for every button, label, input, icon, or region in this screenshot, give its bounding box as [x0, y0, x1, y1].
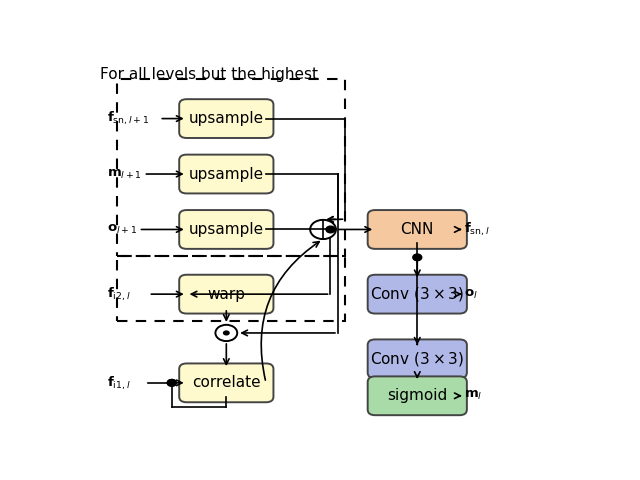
FancyBboxPatch shape: [179, 363, 273, 402]
Text: $\mathbf{f}_{\mathrm{i2},l}$: $\mathbf{f}_{\mathrm{i2},l}$: [108, 286, 131, 303]
FancyBboxPatch shape: [368, 376, 467, 415]
Text: upsample: upsample: [189, 167, 264, 181]
Circle shape: [223, 330, 230, 336]
Text: $\mathbf{o}_l$: $\mathbf{o}_l$: [465, 288, 478, 300]
Text: CNN: CNN: [401, 222, 434, 237]
Text: sigmoid: sigmoid: [387, 388, 447, 403]
Text: $\mathbf{f}_{\mathrm{sn},l+1}$: $\mathbf{f}_{\mathrm{sn},l+1}$: [108, 110, 150, 127]
Circle shape: [167, 380, 176, 386]
Circle shape: [326, 226, 335, 233]
Text: upsample: upsample: [189, 111, 264, 126]
FancyBboxPatch shape: [179, 99, 273, 138]
Text: Conv $(3\times3)$: Conv $(3\times3)$: [370, 350, 465, 368]
Text: For all levels but the highest: For all levels but the highest: [100, 67, 318, 82]
FancyBboxPatch shape: [368, 210, 467, 249]
Text: $\mathbf{m}_l$: $\mathbf{m}_l$: [465, 389, 483, 402]
FancyBboxPatch shape: [368, 275, 467, 313]
FancyBboxPatch shape: [179, 275, 273, 313]
Circle shape: [216, 325, 237, 341]
Text: upsample: upsample: [189, 222, 264, 237]
FancyBboxPatch shape: [368, 339, 467, 378]
Text: $\mathbf{o}_{l+1}$: $\mathbf{o}_{l+1}$: [108, 223, 138, 236]
Text: $\mathbf{m}_{l+1}$: $\mathbf{m}_{l+1}$: [108, 168, 142, 180]
FancyBboxPatch shape: [179, 155, 273, 193]
Circle shape: [310, 220, 336, 239]
Text: $\mathbf{f}_{\mathrm{sn},l}$: $\mathbf{f}_{\mathrm{sn},l}$: [465, 221, 490, 238]
Text: $\mathbf{f}_{\mathrm{i1},l}$: $\mathbf{f}_{\mathrm{i1},l}$: [108, 374, 131, 392]
Circle shape: [413, 254, 422, 261]
Text: Conv $(3\times3)$: Conv $(3\times3)$: [370, 285, 465, 303]
Text: warp: warp: [207, 287, 245, 301]
FancyBboxPatch shape: [179, 210, 273, 249]
Text: correlate: correlate: [192, 375, 260, 390]
Circle shape: [167, 380, 176, 386]
